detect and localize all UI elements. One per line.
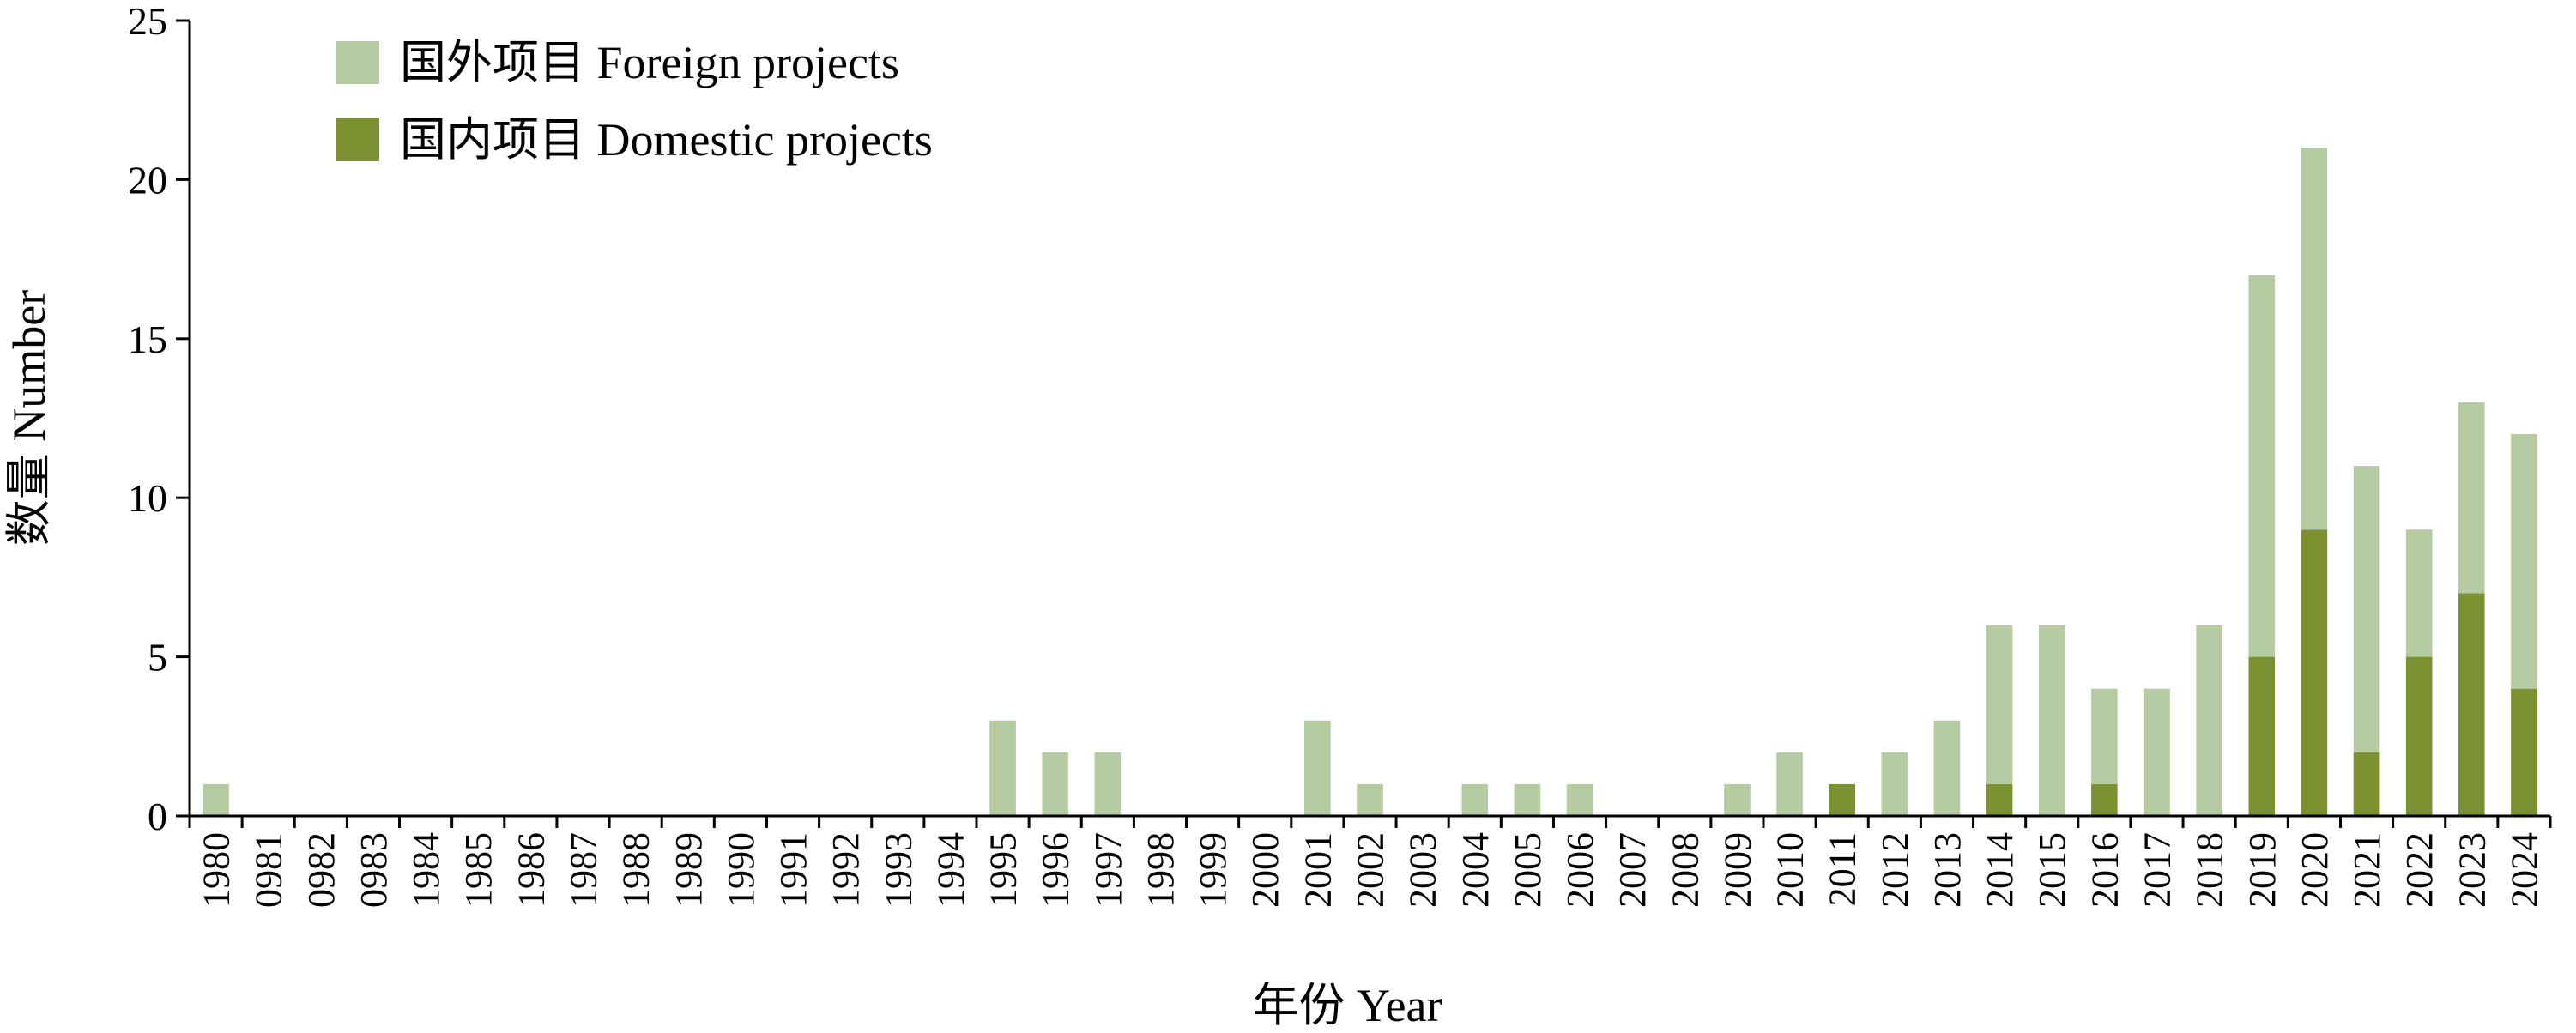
x-tick-label-2013: 2013 [1926, 832, 1968, 908]
legend-label-foreign: 国外项目 Foreign projects [400, 37, 899, 88]
y-tick-label: 0 [148, 794, 167, 838]
x-tick-label-2016: 2016 [2083, 832, 2126, 908]
x-tick-label-1990: 1990 [720, 832, 762, 908]
x-tick-label-2002: 2002 [1350, 832, 1392, 908]
bar-foreign-2009 [1724, 783, 1751, 816]
x-tick-label-1996: 1996 [1035, 832, 1077, 908]
x-tick-label-1998: 1998 [1140, 832, 1182, 908]
x-tick-label-2024: 2024 [2503, 832, 2545, 908]
x-tick-label-2004: 2004 [1454, 832, 1497, 908]
bar-foreign-2012 [1881, 752, 1908, 816]
x-tick-label-2022: 2022 [2398, 832, 2440, 908]
x-tick-label-1991: 1991 [772, 832, 814, 908]
bar-domestic-2021 [2353, 752, 2380, 816]
y-tick-label: 25 [128, 0, 167, 43]
bar-foreign-2024 [2511, 434, 2537, 689]
x-axis-title: 年份 Year [1252, 980, 1442, 1031]
x-tick-label-2012: 2012 [1874, 832, 1916, 908]
x-tick-label-1994: 1994 [929, 832, 971, 908]
x-tick-label-1980: 1980 [196, 832, 238, 908]
x-tick-label-2005: 2005 [1507, 832, 1549, 908]
bar-foreign-2015 [2038, 625, 2065, 816]
x-tick-label-2023: 2023 [2451, 832, 2493, 908]
x-tick-label-1989: 1989 [668, 832, 710, 908]
bar-foreign-2010 [1776, 752, 1803, 816]
bar-domestic-2011 [1829, 783, 1855, 816]
bar-foreign-2017 [2144, 688, 2170, 816]
x-tick-label-1988: 1988 [615, 832, 657, 908]
y-tick-label: 20 [128, 158, 167, 202]
y-axis-title: 数量 Number [3, 290, 55, 546]
bar-domestic-2024 [2511, 688, 2537, 816]
x-tick-label-2010: 2010 [1769, 832, 1811, 908]
x-tick-label-1993: 1993 [877, 832, 919, 908]
bar-domestic-2019 [2248, 656, 2276, 816]
x-tick-label-2014: 2014 [1979, 832, 2021, 908]
x-tick-label-1986: 1986 [510, 832, 552, 908]
y-ticks-group: 0 5 10 15 20 25 [128, 0, 190, 838]
bar-foreign-1997 [1094, 752, 1122, 816]
bar-foreign-2018 [2196, 625, 2222, 816]
bar-foreign-1996 [1042, 752, 1068, 816]
x-tick-label-2021: 2021 [2346, 832, 2388, 908]
bar-domestic-2022 [2405, 656, 2433, 816]
legend-swatch-foreign [336, 41, 379, 84]
legend-swatch-domestic [336, 118, 379, 161]
axes-group [188, 21, 2550, 818]
x-tick-label-2001: 2001 [1297, 832, 1339, 908]
legend-label-domestic: 国内项目 Domestic projects [400, 114, 933, 166]
bar-foreign-2013 [1933, 720, 1961, 816]
x-tick-label-2000: 2000 [1244, 832, 1286, 908]
x-tick-label-1985: 1985 [457, 832, 499, 908]
x-tick-label-0982: 0982 [300, 832, 342, 908]
x-tick-label-2017: 2017 [2137, 832, 2179, 908]
bar-foreign-2023 [2458, 402, 2485, 594]
bar-foreign-2001 [1304, 720, 1331, 816]
bar-domestic-2016 [2091, 783, 2118, 816]
x-tick-label-0981: 0981 [248, 832, 290, 908]
y-tick-label: 15 [128, 317, 167, 361]
bar-foreign-2014 [1986, 625, 2013, 784]
x-tick-label-2019: 2019 [2241, 832, 2283, 908]
bar-foreign-2002 [1357, 783, 1383, 816]
bar-foreign-2006 [1566, 783, 1593, 816]
x-tick-label-1992: 1992 [825, 832, 867, 908]
bar-domestic-2020 [2301, 529, 2328, 816]
bar-foreign-2022 [2405, 529, 2433, 657]
x-tick-label-1999: 1999 [1192, 832, 1234, 908]
x-tick-label-2008: 2008 [1664, 832, 1706, 908]
x-ticks-group: 1980 0981 0982 0983 1984 1985 1986 1987 1988 1989… [188, 816, 2552, 908]
bar-foreign-1980 [203, 783, 229, 816]
y-tick-label: 10 [128, 476, 167, 520]
bar-foreign-2004 [1461, 783, 1489, 816]
x-tick-label-1995: 1995 [983, 832, 1025, 908]
bar-domestic-2014 [1986, 783, 2013, 816]
x-tick-label-2020: 2020 [2294, 832, 2336, 908]
x-tick-label-1997: 1997 [1087, 832, 1129, 908]
x-tick-label-1987: 1987 [563, 832, 605, 908]
bar-foreign-2021 [2353, 466, 2380, 752]
x-tick-label-2007: 2007 [1612, 832, 1654, 908]
bar-foreign-2020 [2301, 148, 2328, 530]
x-tick-label-1984: 1984 [405, 832, 447, 908]
x-tick-label-0983: 0983 [353, 832, 395, 908]
legend: 国外项目 Foreign projects 国内项目 Domestic proj… [336, 37, 933, 166]
x-tick-label-2018: 2018 [2189, 832, 2231, 908]
x-tick-label-2006: 2006 [1559, 832, 1601, 908]
bar-foreign-2016 [2091, 688, 2118, 784]
x-tick-label-2003: 2003 [1402, 832, 1444, 908]
x-tick-label-2011: 2011 [1822, 832, 1864, 906]
bar-foreign-2019 [2248, 275, 2276, 657]
bar-foreign-1995 [989, 720, 1016, 816]
x-tick-label-2015: 2015 [2031, 832, 2073, 908]
x-tick-label-2009: 2009 [1716, 832, 1758, 908]
bar-domestic-2023 [2458, 593, 2485, 816]
y-tick-label: 5 [148, 636, 167, 680]
bar-foreign-2005 [1514, 783, 1541, 816]
bars-group [203, 148, 2537, 816]
